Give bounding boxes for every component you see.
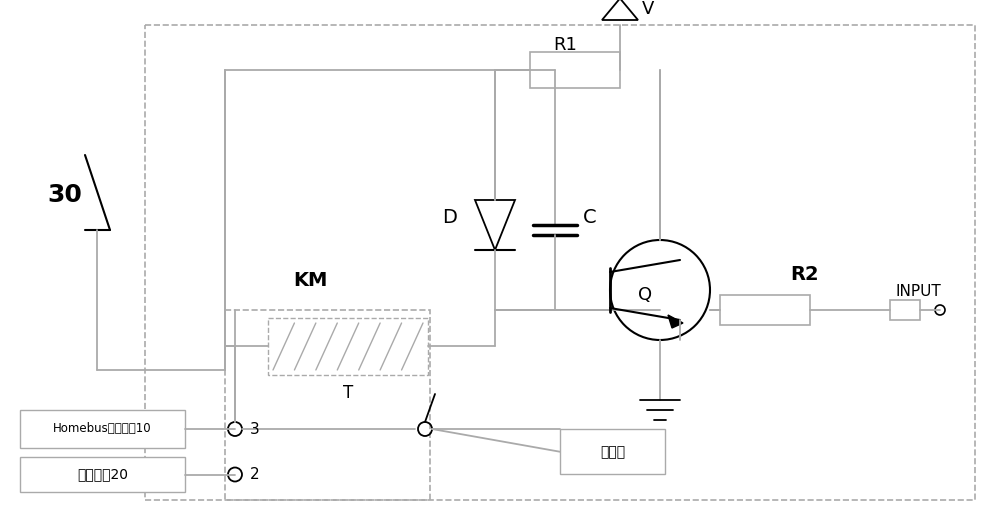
Text: 电池模块20: 电池模块20: [77, 468, 128, 482]
Text: 2: 2: [250, 467, 260, 482]
Bar: [225, 310, 430, 500]
Text: 3: 3: [250, 421, 260, 436]
Text: C: C: [583, 208, 597, 227]
Text: 30: 30: [48, 183, 82, 207]
Bar: [20, 457, 185, 492]
Bar: [145, 25, 975, 500]
Bar: [20, 410, 185, 448]
Text: R2: R2: [791, 266, 819, 284]
Bar: [268, 318, 428, 375]
Text: V: V: [642, 0, 654, 18]
Text: R1: R1: [553, 36, 577, 54]
Bar: [720, 295, 810, 325]
Text: Homebus供电模塃10: Homebus供电模塃10: [53, 422, 152, 435]
Polygon shape: [668, 315, 683, 328]
Bar: [560, 429, 665, 474]
Text: Q: Q: [638, 286, 652, 304]
Text: T: T: [343, 384, 353, 402]
Text: 线控器: 线控器: [600, 445, 625, 459]
Bar: [890, 300, 920, 320]
Bar: [530, 52, 620, 88]
Text: INPUT: INPUT: [895, 284, 941, 299]
Text: KM: KM: [293, 270, 327, 290]
Text: D: D: [443, 208, 457, 227]
